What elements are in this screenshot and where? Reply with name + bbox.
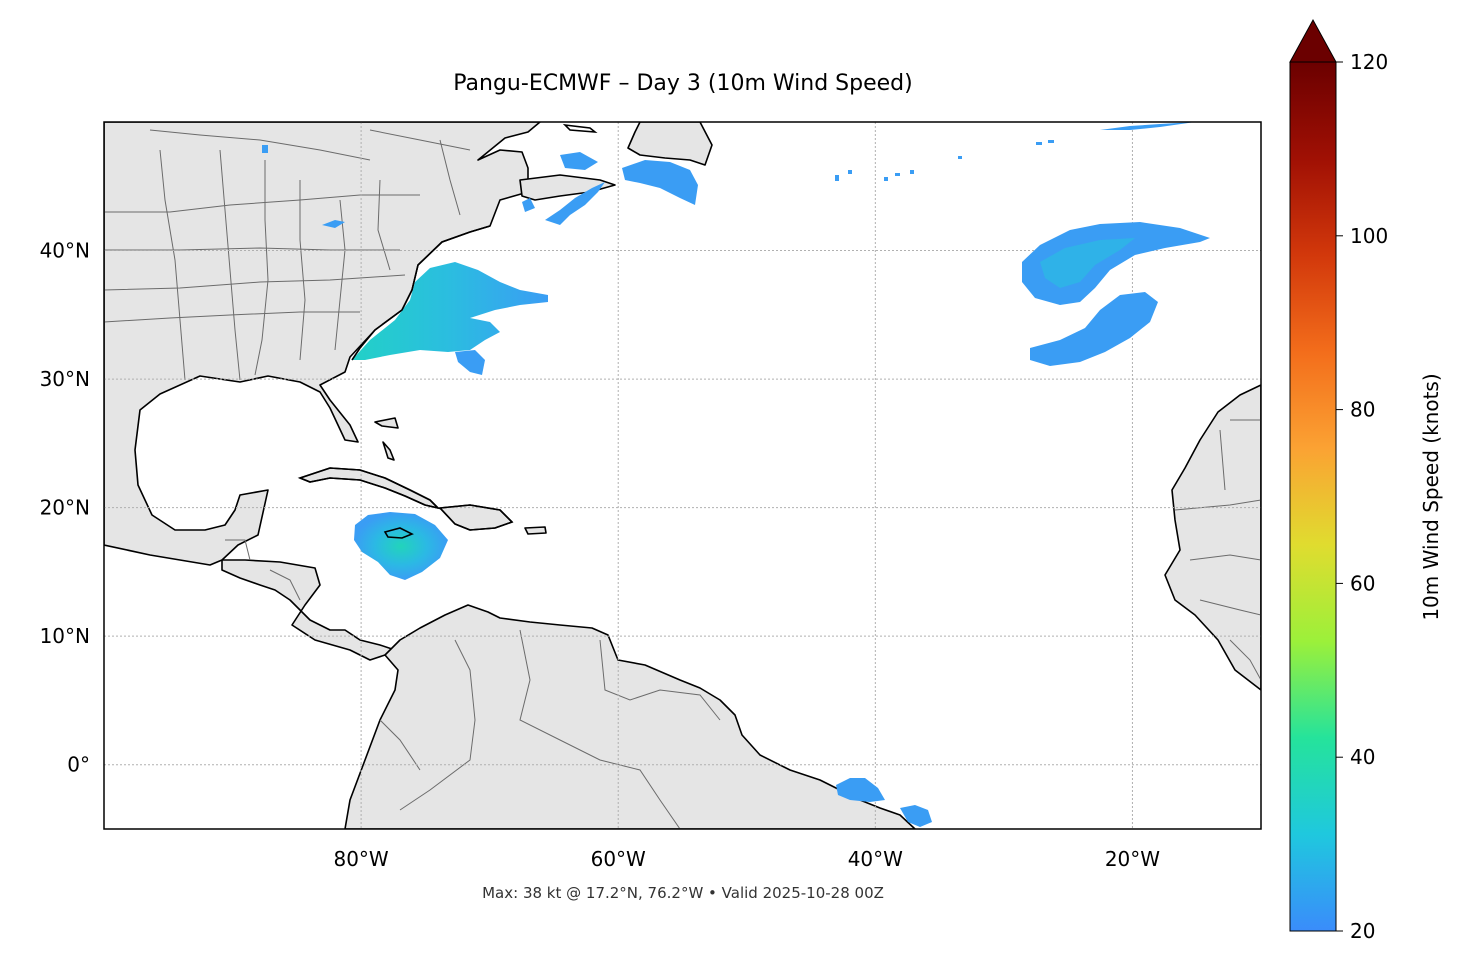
colorbar: 20 40 60 80 100 120 10m Wind Speed (knots): [1289, 18, 1443, 943]
wind-us-east-coast-tail: [455, 350, 485, 375]
wind-gulf-st-lawrence-2: [622, 160, 698, 205]
gridlines: [104, 122, 1261, 829]
puerto-rico: [524, 526, 547, 535]
wind-features: [262, 122, 1210, 827]
latitude-tick-label: 10°N: [40, 624, 90, 648]
political-borders: [104, 129, 1261, 829]
wind-north-atlantic-strip: [1100, 122, 1195, 130]
latitude-tick-label: 30°N: [40, 367, 90, 391]
wind-equatorial-2: [900, 805, 932, 827]
wind-speck-9: [262, 145, 268, 153]
wind-azores-system-north-core: [1040, 238, 1135, 288]
wind-azores-system-south: [1030, 292, 1158, 366]
island-outlines: [297, 123, 598, 539]
colorbar-ticks: 20 40 60 80 100 120: [1336, 50, 1388, 943]
colorbar-tick-label: 20: [1350, 919, 1375, 943]
central-america-landmass: [221, 559, 396, 661]
latitude-tick-label: 20°N: [40, 496, 90, 520]
colorbar-extend-arrow: [1289, 18, 1337, 63]
wind-speck-8: [1048, 140, 1054, 143]
colorbar-tick-label: 60: [1350, 571, 1375, 595]
colorbar-tick-label: 120: [1350, 50, 1388, 74]
longitude-tick-label: 40°W: [848, 847, 903, 871]
wind-gulf-st-lawrence-1: [545, 182, 605, 225]
africa-landmass: [1164, 384, 1261, 691]
latitude-labels: 40°N 30°N 20°N 10°N 0°: [40, 239, 90, 777]
latitude-tick-label: 40°N: [40, 239, 90, 263]
footer-note: Max: 38 kt @ 17.2°N, 76.2°W • Valid 2025…: [482, 884, 884, 902]
longitude-tick-label: 60°W: [591, 847, 646, 871]
colorbar-tick-label: 80: [1350, 398, 1375, 422]
colorbar-label: 10m Wind Speed (knots): [1419, 373, 1443, 620]
map-frame: [103, 121, 1262, 830]
wind-speck-5: [910, 170, 914, 174]
bahamas-1: [374, 417, 399, 429]
wind-nova-scotia-coast: [522, 198, 535, 212]
land: [104, 122, 1261, 829]
longitude-labels: 80°W 60°W 40°W 20°W: [333, 847, 1160, 871]
colorbar-tick-label: 40: [1350, 745, 1375, 769]
newfoundland: [627, 122, 713, 166]
bahamas-2: [382, 441, 395, 461]
colorbar-tick-label: 100: [1350, 224, 1388, 248]
longitude-tick-label: 80°W: [333, 847, 388, 871]
wind-gulf-st-lawrence-3: [560, 152, 598, 170]
wind-speck-7: [1036, 142, 1042, 145]
wind-maine: [322, 220, 345, 228]
wind-speck-4: [895, 173, 900, 176]
latitude-tick-label: 0°: [67, 753, 90, 777]
longitude-tick-label: 20°W: [1105, 847, 1160, 871]
map-title: Pangu-ECMWF – Day 3 (10m Wind Speed): [453, 71, 913, 96]
wind-jamaica-storm: [354, 512, 448, 580]
wind-speck-1: [835, 175, 839, 181]
wind-speck-3: [884, 177, 888, 181]
wind-speck-6: [958, 156, 962, 159]
colorbar-gradient: [1289, 61, 1337, 932]
wind-equatorial-1: [836, 778, 885, 802]
south-america-landmass: [344, 604, 916, 829]
wind-us-east-coast: [352, 262, 548, 360]
wind-speck-2: [848, 170, 852, 174]
